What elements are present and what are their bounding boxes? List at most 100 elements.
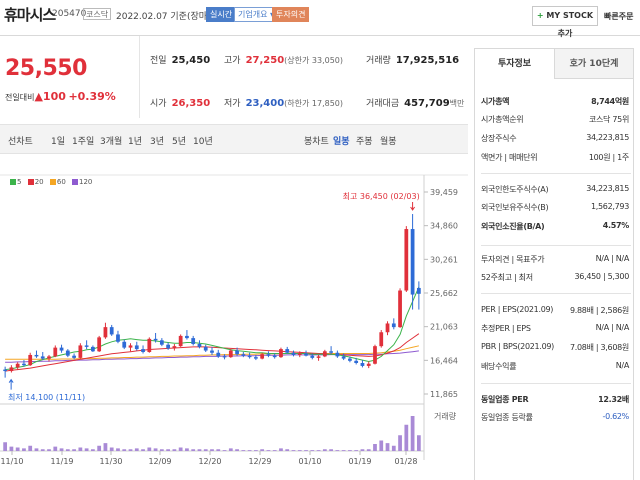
info-row: PBR | BPS(2021.09) 7.08배 | 3,608원 (481, 342, 631, 356)
y-tick-label: 25,662 (430, 289, 458, 298)
stat-low-value: 23,400 (245, 98, 285, 109)
tab-weekly[interactable]: 주봉 (356, 137, 373, 147)
tab-daily[interactable]: 일봉 (333, 137, 350, 147)
tab-1day[interactable]: 1일 (51, 137, 66, 147)
volume-bar (59, 448, 64, 451)
candle-body (22, 363, 26, 366)
tab-3year[interactable]: 3년 (150, 137, 165, 147)
info-row-label: 액면가 | 매매단위 (481, 153, 538, 162)
volume-bar (410, 416, 415, 451)
volume-bar (291, 450, 296, 451)
tab-line-chart[interactable]: 선차트 (8, 137, 33, 147)
info-row-value: 8,744억원 (591, 97, 629, 106)
candle-body (109, 327, 114, 335)
quick-order-button[interactable]: 빠른주문 (604, 12, 634, 21)
info-row-label: 동일업종 등락률 (481, 413, 533, 422)
add-mystock-button[interactable]: + MY STOCK 추가 (532, 6, 598, 38)
candle-body (216, 352, 221, 357)
divider (481, 245, 631, 246)
candle-body (203, 346, 208, 351)
volume-bar (360, 449, 365, 451)
high-arrow-icon (410, 202, 416, 211)
y-tick-label: 16,464 (430, 356, 458, 365)
candle-body (260, 354, 265, 359)
info-row-label: 외국인보유주식수(B) (481, 203, 549, 212)
info-row: 배당수익률 N/A (481, 361, 631, 375)
candle-body (59, 347, 64, 351)
tab-3month[interactable]: 3개월 (100, 137, 123, 147)
volume-bar (34, 448, 39, 451)
candle-body (185, 335, 189, 339)
candle-body (247, 355, 252, 358)
info-row: 외국인보유주식수(B) 1,562,793 (481, 202, 631, 216)
x-tick-label: 01/19 (348, 457, 371, 466)
info-row-value: 4.57% (602, 221, 630, 230)
x-tick-label: 11/10 (0, 457, 23, 466)
info-row-label: 상장주식수 (481, 134, 517, 143)
tab-10year[interactable]: 10년 (193, 137, 213, 147)
info-row-label: 시가총액순위 (481, 115, 524, 124)
candle-body (72, 355, 76, 358)
candle-body (222, 356, 227, 358)
price-change: 전일대비▲100 +0.39% (5, 90, 116, 103)
info-row-label: 배당수익률 (481, 362, 517, 371)
volume-bar (84, 448, 89, 451)
tab-candle-chart[interactable]: 봉차트 (304, 137, 329, 147)
info-row-label: 외국인소진율(B/A) (481, 222, 545, 231)
tab-1week[interactable]: 1주일 (72, 137, 95, 147)
tab-5year[interactable]: 5년 (172, 137, 187, 147)
volume-bar (128, 449, 133, 451)
x-tick-label: 12/29 (248, 457, 271, 466)
info-row: 동일업종 등락률 -0.62% (481, 412, 631, 426)
volume-bar (91, 449, 95, 451)
upper-limit: (상한가 33,050) (284, 56, 344, 65)
info-row: 동일업종 PER 12.32배 (481, 394, 631, 408)
ma-legend: 5 20 60 120 (6, 178, 92, 186)
candle-body (310, 355, 315, 358)
tab-monthly[interactable]: 월봉 (380, 137, 397, 147)
candle-body (254, 357, 258, 359)
stock-chart[interactable]: 39,459 34,860 30,261 25,662 21,063 16,464 11,8… (0, 172, 468, 480)
info-row: 상장주식수 34,223,815 (481, 133, 631, 147)
ma60-label: 60 (56, 178, 66, 186)
volume-bar (3, 442, 8, 451)
volume-bar (203, 449, 208, 451)
info-row-value: 12.32배 (598, 395, 629, 404)
candle-body (9, 367, 14, 372)
candle-body (116, 334, 120, 342)
candle-body (416, 287, 421, 294)
ma60-swatch (49, 179, 56, 185)
candle-body (228, 350, 233, 358)
chart-period-bar: 선차트 1일 1주일 3개월 1년 3년 5년 10년 봉차트 일봉 주봉 월봉 (0, 124, 468, 154)
candle-body (197, 343, 202, 347)
volume-bar (366, 449, 371, 451)
volume-bar (379, 440, 384, 451)
low-annotation: 최저 14,100 (11/11) (8, 392, 85, 402)
realtime-button[interactable]: 실시간 (206, 7, 237, 22)
y-tick-label: 34,860 (430, 222, 458, 231)
volume-bar (285, 449, 290, 451)
volume-bar (316, 450, 321, 451)
investment-opinion-button[interactable]: 투자의견 (272, 7, 310, 22)
volume-bar (210, 449, 214, 451)
info-row-value: 코스닥 75위 (588, 115, 629, 124)
candle-body (53, 347, 58, 357)
candle-body (297, 353, 302, 355)
info-row-value: N/A (615, 361, 630, 370)
tab-1year[interactable]: 1년 (128, 137, 143, 147)
tab-orderbook-10[interactable]: 호가 10단계 (554, 49, 633, 79)
info-row-label: 추정PER | EPS (481, 324, 531, 333)
tab-investment-info[interactable]: 투자정보 (497, 59, 532, 69)
ma5-swatch (10, 179, 16, 185)
candle-body (178, 335, 183, 347)
stat-volume-value: 17,925,516 (395, 55, 460, 66)
x-tick-label: 11/19 (50, 457, 73, 466)
volume-bar (398, 435, 402, 451)
change-label: 전일대비 (5, 93, 35, 102)
candle-body (128, 345, 133, 348)
volume-bar (47, 449, 51, 451)
volume-bar (304, 450, 308, 451)
price-stats: 전일 25,450 고가 27,250(상한가 33,050) 거래량 17,925,… (140, 36, 468, 118)
info-row-label: PBR | BPS(2021.09) (481, 342, 554, 351)
candle-body (360, 362, 365, 366)
